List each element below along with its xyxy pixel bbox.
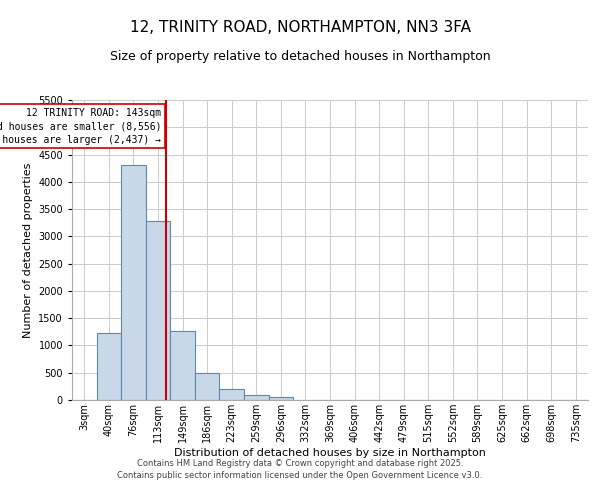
- Bar: [195, 374, 220, 400]
- Text: Size of property relative to detached houses in Northampton: Size of property relative to detached ho…: [110, 50, 490, 63]
- Text: 12, TRINITY ROAD, NORTHAMPTON, NN3 3FA: 12, TRINITY ROAD, NORTHAMPTON, NN3 3FA: [130, 20, 470, 35]
- Text: Contains HM Land Registry data © Crown copyright and database right 2025.
Contai: Contains HM Land Registry data © Crown c…: [118, 458, 482, 480]
- X-axis label: Distribution of detached houses by size in Northampton: Distribution of detached houses by size …: [174, 448, 486, 458]
- Bar: [170, 332, 195, 400]
- Y-axis label: Number of detached properties: Number of detached properties: [23, 162, 32, 338]
- Text: 12 TRINITY ROAD: 143sqm
← 77% of detached houses are smaller (8,556)
22% of semi: 12 TRINITY ROAD: 143sqm ← 77% of detache…: [0, 108, 161, 144]
- Bar: [269, 397, 293, 400]
- Bar: [244, 395, 269, 400]
- Bar: [220, 389, 244, 400]
- Bar: [97, 334, 121, 400]
- Bar: [121, 166, 146, 400]
- Bar: [146, 221, 170, 400]
